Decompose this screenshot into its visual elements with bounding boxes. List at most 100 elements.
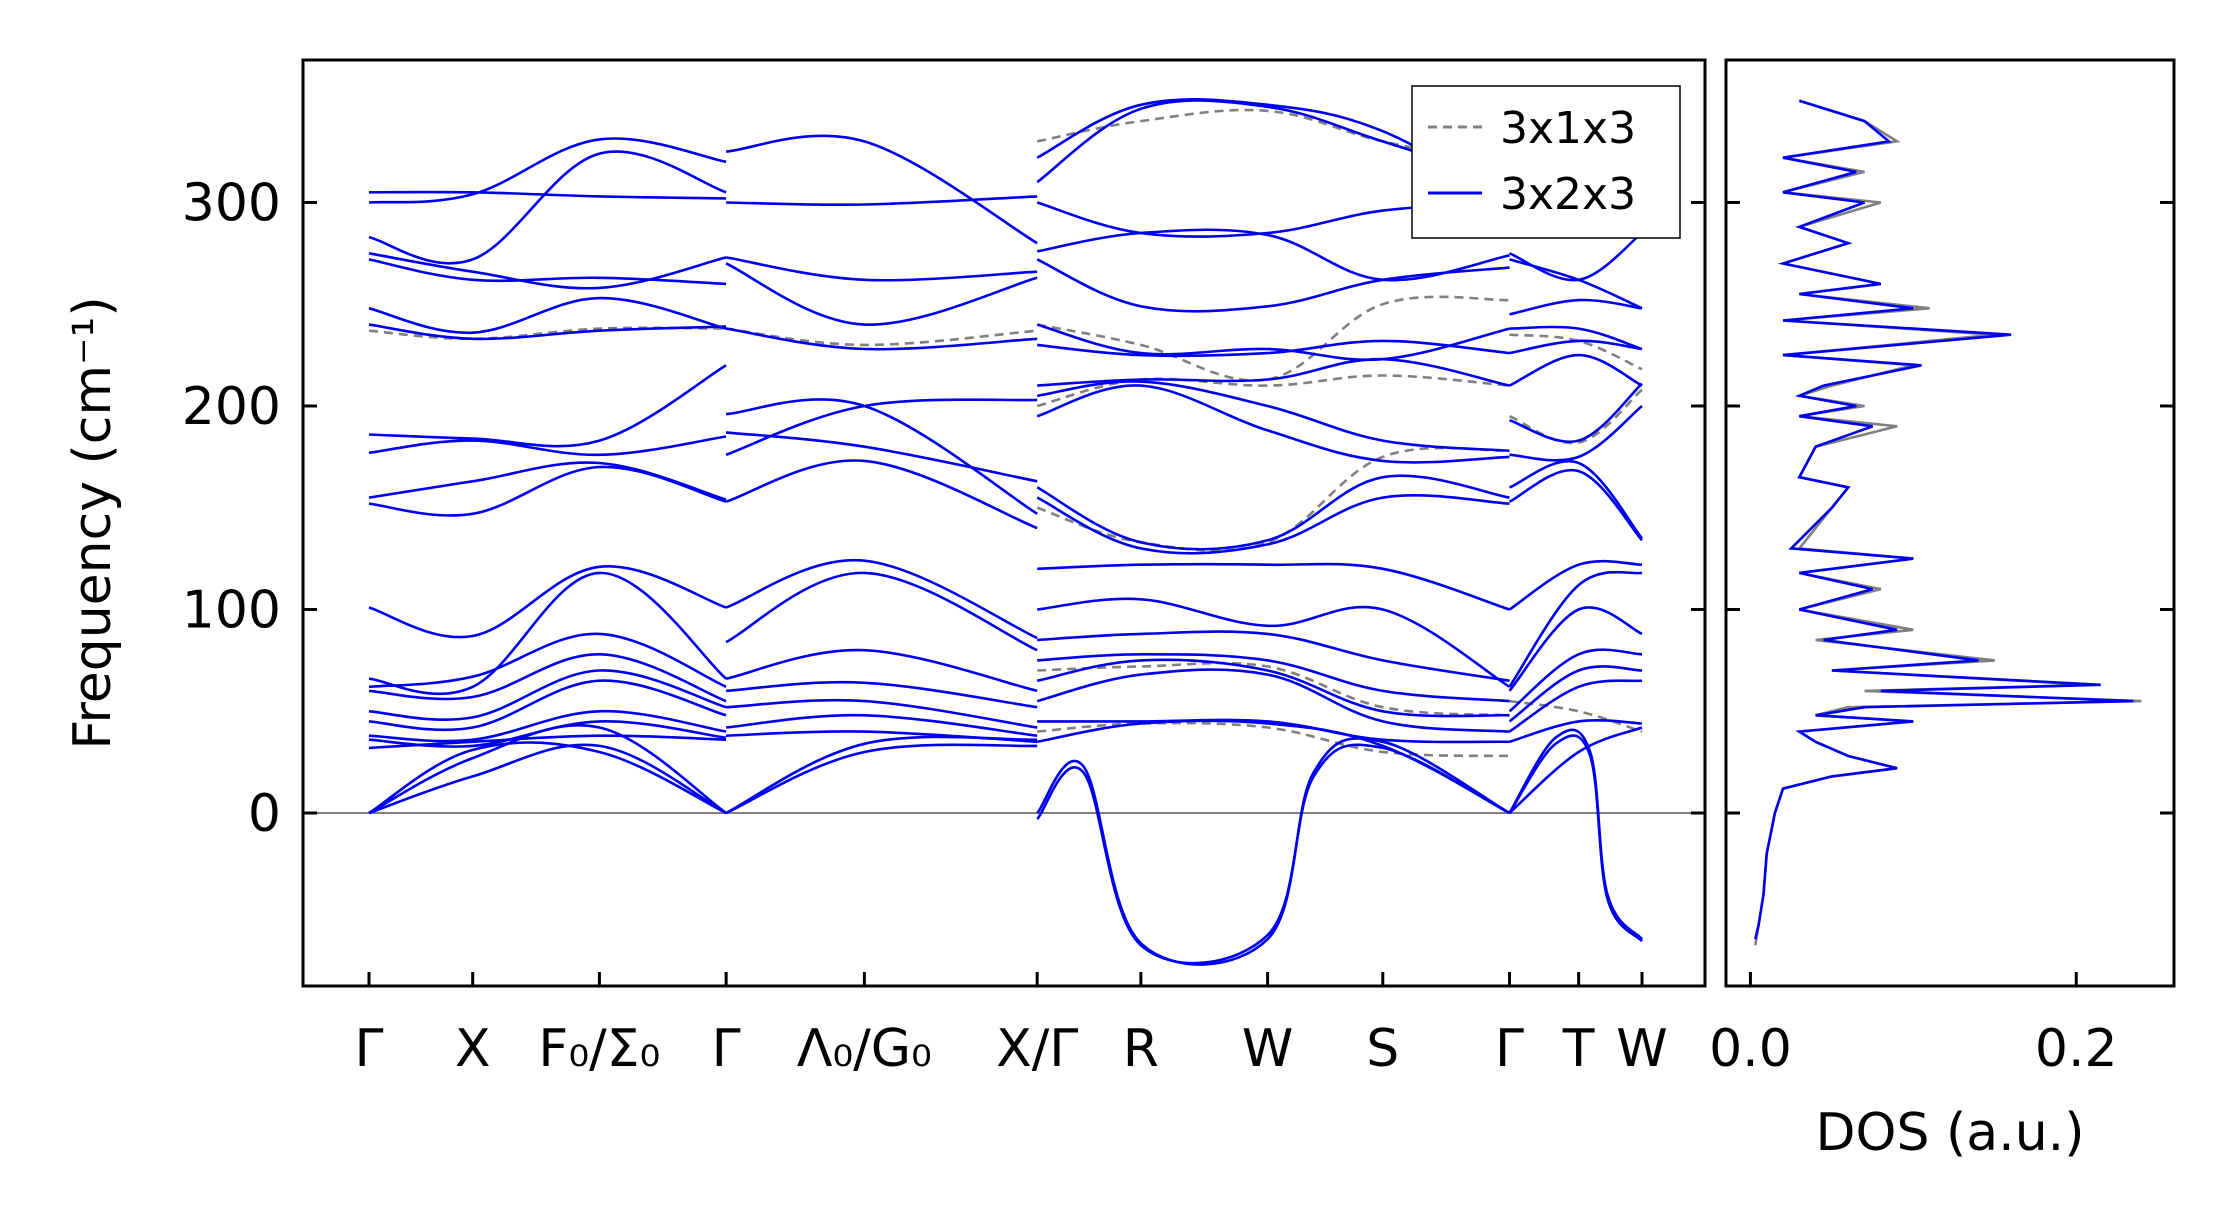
band-branch-3x2x3-46 [1036, 323, 1510, 362]
band-branch-3x2x3-54 [1037, 597, 1511, 688]
band-branch-3x2x3-53 [1037, 562, 1510, 611]
band-branch-3x2x3-74 [1508, 570, 1643, 688]
band-branch-3x2x3-64 [1509, 258, 1643, 310]
band-branch-3x2x3-15 [368, 669, 727, 721]
band-branch-3x1x3-6 [1037, 661, 1510, 717]
dos-x-ticks: 0.0 0.2 [1709, 972, 2118, 1079]
band-branch-3x2x3-14 [368, 652, 727, 703]
band-branch-3x1x3-8 [1509, 333, 1643, 371]
band-branch-3x2x3-29 [725, 431, 1038, 483]
legend-box [1411, 85, 1681, 239]
band-branch-3x2x3-10 [368, 465, 727, 517]
band-lines [368, 97, 1644, 966]
band-branch-3x2x3-67 [1509, 339, 1643, 355]
band-branch-3x2x3-73 [1508, 559, 1643, 611]
band-branch-3x2x3-39 [725, 735, 1038, 815]
band-branch-3x2x3-68 [1508, 353, 1643, 387]
band-branch-3x2x3-62 [1036, 743, 1511, 965]
band-branch-3x2x3-69 [1509, 382, 1643, 444]
band-xtick-label-4: Λ₀/G₀ [797, 1019, 932, 1079]
band-branch-3x2x3-82 [1508, 734, 1644, 943]
band-xtick-label-11: W [1616, 1019, 1667, 1079]
band-ytick-label-1: 100 [182, 580, 281, 640]
band-branch-3x2x3-19 [368, 734, 727, 750]
band-branch-3x2x3-36 [726, 698, 1038, 729]
band-branch-3x2x3-32 [725, 558, 1038, 640]
band-branch-3x2x3-71 [1508, 460, 1644, 540]
band-branch-3x2x3-56 [1037, 652, 1510, 703]
band-branch-3x1x3-10 [1509, 699, 1643, 733]
band-branch-3x2x3-80 [1508, 726, 1643, 814]
band-branch-3x2x3-4 [368, 258, 727, 286]
band-branch-3x2x3-33 [725, 571, 1038, 652]
dos-line-3x2x3 [1754, 99, 2134, 940]
band-branch-3x2x3-11 [368, 565, 727, 639]
band-xtick-label-3: Γ [712, 1019, 741, 1079]
band-branch-3x2x3-30 [725, 398, 1038, 457]
dos-xtick-label-0: 0.0 [1709, 1019, 1792, 1079]
band-branch-3x2x3-22 [368, 741, 727, 815]
band-xtick-label-10: T [1562, 1019, 1595, 1079]
band-branch-3x2x3-3 [368, 252, 727, 290]
band-branch-3x2x3-78 [1508, 679, 1643, 733]
band-branch-3x2x3-26 [725, 262, 1038, 326]
band-xtick-label-9: Γ [1495, 1019, 1524, 1079]
band-branch-3x2x3-75 [1508, 606, 1643, 692]
band-branch-3x2x3-24 [726, 195, 1038, 207]
dos-panel: 0.0 0.2 DOS (a.u.) [1709, 58, 2176, 1163]
band-branch-3x1x3-5 [1036, 446, 1510, 553]
band-branch-3x2x3-5 [368, 296, 727, 335]
band-ytick-label-3: 300 [182, 173, 281, 233]
band-xtick-label-8: S [1366, 1019, 1399, 1079]
band-ytick-label-0: 0 [248, 784, 281, 844]
band-branch-3x2x3-34 [725, 648, 1038, 693]
band-branch-3x2x3-35 [726, 680, 1038, 709]
band-branch-3x2x3-12 [368, 571, 727, 696]
band-xtick-label-2: F₀/Σ₀ [538, 1019, 660, 1079]
band-branch-3x2x3-59 [1037, 718, 1510, 744]
band-y-ticks: 0 100 200 300 [182, 173, 1705, 844]
band-branch-3x1x3-9 [1508, 388, 1643, 445]
band-branch-3x2x3-45 [1036, 258, 1510, 313]
band-branch-3x2x3-76 [1508, 648, 1643, 713]
band-branch-3x2x3-37 [725, 713, 1038, 737]
band-xtick-label-5: X/Γ [996, 1019, 1078, 1079]
band-branch-3x2x3-16 [368, 679, 727, 732]
band-branch-3x2x3-17 [368, 709, 727, 743]
band-branch-3x2x3-72 [1508, 468, 1643, 542]
band-branch-3x2x3-7 [368, 364, 727, 448]
band-branch-3x2x3-47 [1037, 339, 1510, 358]
band-branch-3x1x3-7 [1037, 721, 1510, 758]
legend-label-3x1x3: 3x1x3 [1500, 103, 1636, 154]
band-branch-3x2x3-6 [368, 323, 727, 341]
band-branch-3x2x3-48 [1037, 357, 1510, 387]
band-branch-3x2x3-31 [725, 459, 1038, 530]
band-branch-3x2x3-79 [1509, 718, 1643, 744]
band-branch-3x2x3-58 [1036, 668, 1510, 733]
dos-y-ticks [1726, 200, 2174, 815]
band-branch-3x2x3-0 [368, 190, 727, 200]
band-axes-frame [301, 58, 1707, 988]
band-branch-3x2x3-65 [1509, 298, 1643, 316]
dos-axes-frame [1724, 58, 2176, 988]
dos-xtick-label-1: 0.2 [2035, 1019, 2118, 1079]
band-branch-3x2x3-57 [1036, 658, 1510, 718]
band-branch-3x2x3-27 [725, 327, 1038, 351]
band-branch-3x2x3-55 [1037, 630, 1510, 682]
band-branch-3x2x3-1 [368, 137, 727, 204]
band-branch-3x2x3-2 [368, 150, 727, 265]
band-branch-3x2x3-21 [368, 723, 727, 815]
band-branch-3x2x3-51 [1036, 474, 1510, 551]
band-branch-3x2x3-49 [1037, 380, 1510, 453]
band-x-ticks: Γ X F₀/Σ₀ Γ Λ₀/G₀ X/Γ R W S Γ T W [355, 972, 1668, 1079]
band-branch-3x1x3-3 [1036, 295, 1510, 382]
band-branch-3x2x3-50 [1036, 384, 1510, 464]
band-xtick-label-7: W [1242, 1019, 1293, 1079]
legend: 3x1x3 3x2x3 [1411, 85, 1681, 239]
band-branch-3x2x3-44 [1036, 228, 1510, 282]
band-xtick-label-6: R [1123, 1019, 1159, 1079]
band-xtick-label-0: Γ [355, 1019, 384, 1079]
